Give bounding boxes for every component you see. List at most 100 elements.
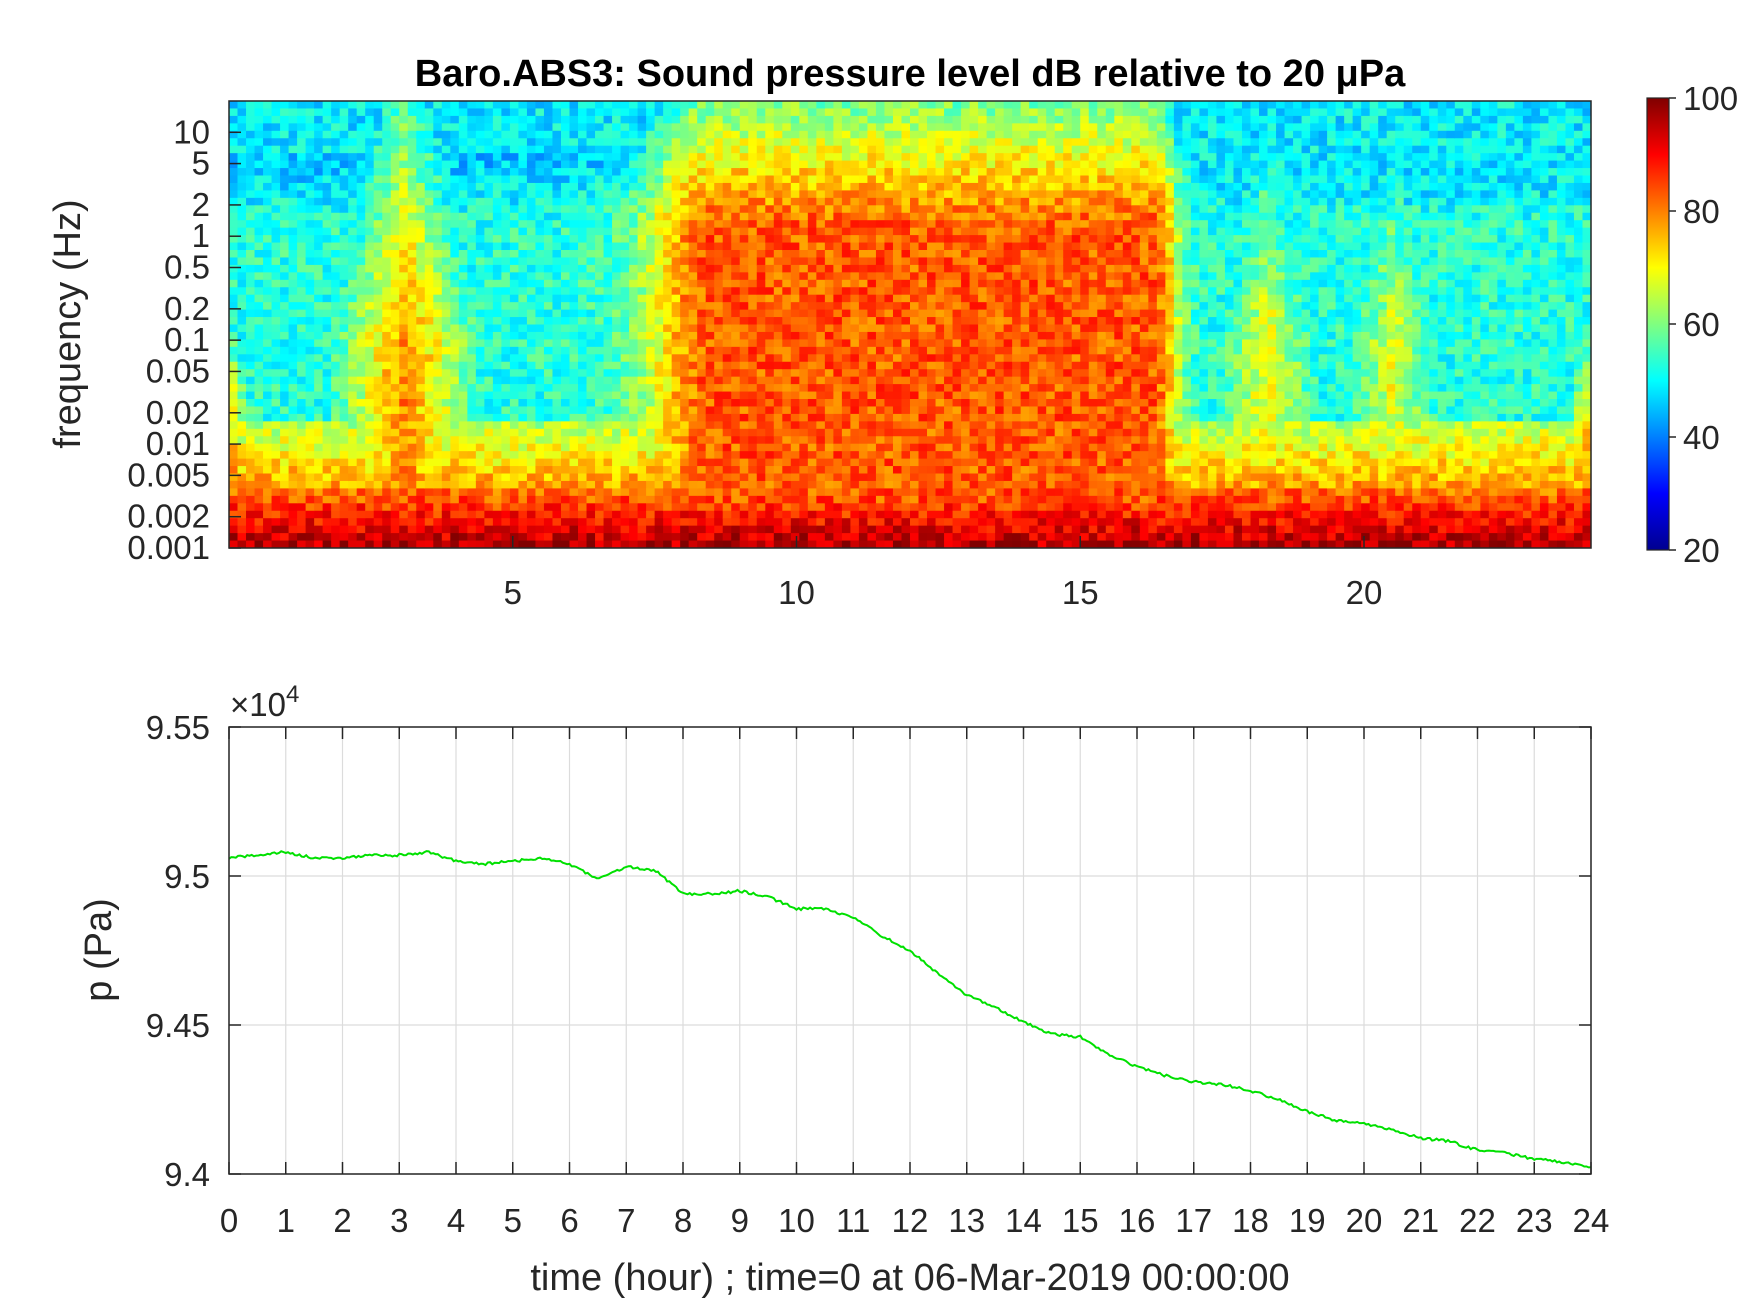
heatmap-cell [816,153,826,162]
heatmap-cell [637,451,647,460]
heatmap-cell [918,399,928,408]
heatmap-cell [765,361,775,370]
heatmap-cell [867,510,877,519]
heatmap-cell [680,503,690,512]
heatmap-cell [603,190,613,199]
heatmap-cell [705,153,715,162]
heatmap-cell [339,108,349,117]
heatmap-cell [824,533,834,542]
heatmap-cell [305,473,315,482]
heatmap-cell [595,480,605,489]
heatmap-cell [407,190,417,199]
heatmap-cell [612,331,622,340]
heatmap-cell [671,503,681,512]
heatmap-cell [365,413,375,422]
heatmap-cell [322,488,332,497]
heatmap-cell [280,413,290,422]
heatmap-cell [560,317,571,326]
heatmap-cell [331,510,341,519]
heatmap-cell [765,175,775,184]
heatmap-cell [816,369,826,378]
heatmap-cell [578,436,588,445]
heatmap-cell [271,421,281,430]
heatmap-cell [637,190,647,199]
heatmap-cell [552,324,562,333]
heatmap-cell [841,279,852,288]
heatmap-cell [816,235,826,244]
heatmap-cell [526,287,537,296]
heatmap-cell [927,406,937,415]
heatmap-cell [824,287,834,296]
heatmap-cell [722,376,732,385]
heatmap-cell [739,182,749,191]
heatmap-cell [748,242,758,251]
heatmap-cell [348,160,358,169]
heatmap-cell [927,287,937,296]
heatmap-cell [399,346,409,355]
heatmap-cell [637,227,647,236]
heatmap-cell [390,399,400,408]
heatmap-cell [441,324,451,333]
heatmap-cell [824,391,834,400]
heatmap-cell [578,331,588,340]
heatmap-cell [773,153,783,162]
heatmap-cell [824,197,834,206]
heatmap-cell [578,212,588,221]
heatmap-cell [543,160,554,169]
heatmap-cell [671,346,681,355]
heatmap-cell [390,331,400,340]
heatmap-cell [884,145,894,154]
heatmap-cell [756,458,766,467]
heatmap-cell [739,257,749,266]
heatmap-cell [620,175,630,184]
heatmap-cell [748,153,758,162]
heatmap-cell [833,317,843,326]
heatmap-cell [254,399,264,408]
heatmap-cell [254,413,264,422]
heatmap-cell [390,272,400,281]
heatmap-cell [927,384,937,393]
heatmap-cell [518,458,528,467]
heatmap-cell [850,369,860,378]
heatmap-cell [254,160,264,169]
heatmap-cell [935,205,945,214]
heatmap-cell [680,473,690,482]
heatmap-cell [518,399,528,408]
heatmap-cell [356,287,366,296]
heatmap-cell [416,451,426,460]
heatmap-cell [297,160,307,169]
heatmap-cell [824,503,834,512]
heatmap-cell [365,168,375,177]
heatmap-cell [484,220,494,229]
heatmap-cell [688,302,698,311]
heatmap-cell [612,369,622,378]
heatmap-cell [748,376,758,385]
heatmap-cell [433,331,443,340]
heatmap-cell [637,257,647,266]
heatmap-cell [663,466,673,475]
heatmap-cell [339,309,349,318]
heatmap-cell [458,123,468,132]
heatmap-cell [331,384,341,393]
heatmap-cell [705,279,715,288]
heatmap-cell [416,443,426,452]
heatmap-cell [773,533,783,542]
heatmap-cell [509,495,520,504]
heatmap-cell [543,324,554,333]
heatmap-cell [458,227,468,236]
heatmap-cell [688,242,698,251]
heatmap-cell [629,391,639,400]
heatmap-cell [850,518,860,527]
heatmap-cell [314,309,324,318]
heatmap-cell [927,168,937,177]
heatmap-cell [910,242,920,251]
heatmap-cell [254,205,264,214]
heatmap-cell [875,108,886,117]
heatmap-cell [399,317,409,326]
heatmap-cell [816,466,826,475]
heatmap-cell [305,399,315,408]
heatmap-cell [518,413,528,422]
heatmap-cell [765,503,775,512]
heatmap-cell [535,503,545,512]
heatmap-cell [365,123,375,132]
